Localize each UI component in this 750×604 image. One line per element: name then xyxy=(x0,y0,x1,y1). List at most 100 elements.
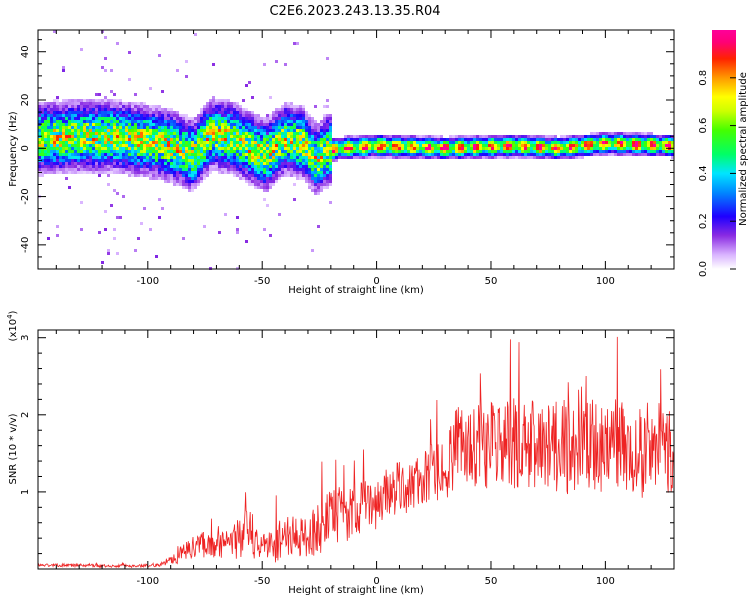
spectrogram-cell xyxy=(551,156,554,159)
spectrogram-cell xyxy=(602,147,605,150)
spectrogram-cell xyxy=(116,132,119,135)
spectrogram-cell xyxy=(200,171,203,174)
spectrogram-cell xyxy=(170,138,173,141)
spectrogram-cell xyxy=(644,138,647,141)
spectrogram-cell xyxy=(71,114,74,117)
spectrogram-cell xyxy=(383,141,386,144)
spectrogram-cell xyxy=(290,171,293,174)
spectrogram-cell xyxy=(230,105,233,108)
spectrogram-cell xyxy=(476,141,479,144)
spectrogram-cell xyxy=(329,201,332,204)
spectrogram-cell xyxy=(620,147,623,150)
spectrogram-cell xyxy=(167,129,170,132)
spectrogram-cell xyxy=(482,138,485,141)
spectrogram-cell xyxy=(524,144,527,147)
spectrogram-cell xyxy=(77,102,80,105)
spectrogram-cell xyxy=(308,123,311,126)
spectrogram-cell xyxy=(329,120,332,123)
spectrogram-cell xyxy=(590,132,593,135)
spectrogram-cell xyxy=(374,138,377,141)
spectrogram-cell xyxy=(134,165,137,168)
spectrogram-cell xyxy=(116,117,119,120)
spectrogram-cell xyxy=(443,156,446,159)
spectrogram-cell xyxy=(290,150,293,153)
spectrogram-cell xyxy=(608,138,611,141)
spectrogram-cell xyxy=(461,144,464,147)
spectrogram-cell xyxy=(95,111,98,114)
spectrogram-cell xyxy=(179,162,182,165)
spectrogram-cell xyxy=(221,132,224,135)
spectrogram-cell xyxy=(524,138,527,141)
spectrogram-cell xyxy=(242,117,245,120)
spectrogram-cell xyxy=(278,165,281,168)
x-tick-label: 50 xyxy=(485,276,498,287)
spectrogram-cell xyxy=(122,147,125,150)
spectrogram-cell xyxy=(431,156,434,159)
spectrogram-cell xyxy=(221,99,224,102)
spectrogram-cell xyxy=(644,147,647,150)
spectrogram-cell xyxy=(428,141,431,144)
spectrogram-cell xyxy=(326,171,329,174)
spectrogram-cell xyxy=(173,117,176,120)
spectrogram-cell xyxy=(302,153,305,156)
spectrogram-cell xyxy=(47,105,50,108)
spectrogram-cell xyxy=(410,135,413,138)
spectrogram-cell xyxy=(296,123,299,126)
spectrogram-cell xyxy=(650,135,653,138)
spectrogram-cell xyxy=(215,165,218,168)
spectrogram-cell xyxy=(317,153,320,156)
spectrogram-cell xyxy=(152,171,155,174)
spectrogram-cell xyxy=(632,144,635,147)
spectrogram-cell xyxy=(188,156,191,159)
spectrogram-cell xyxy=(158,138,161,141)
spectrogram-cell xyxy=(602,135,605,138)
y-tick-label: -20 xyxy=(20,188,31,204)
spectrogram-cell xyxy=(350,135,353,138)
spectrogram-cell xyxy=(113,108,116,111)
spectrogram-cell xyxy=(179,123,182,126)
spectrogram-cell xyxy=(611,147,614,150)
spectrogram-cell xyxy=(506,144,509,147)
x-tick-label: 100 xyxy=(596,276,615,287)
spectrogram-cell xyxy=(230,117,233,120)
spectrogram-cell xyxy=(95,123,98,126)
spectrogram-cell xyxy=(44,123,47,126)
spectrogram-cell xyxy=(272,183,275,186)
spectrogram-cell xyxy=(167,174,170,177)
spectrogram-cell xyxy=(290,138,293,141)
spectrogram-cell xyxy=(326,174,329,177)
spectrogram-cell xyxy=(239,117,242,120)
spectrogram-cell xyxy=(230,168,233,171)
spectrogram-cell xyxy=(197,141,200,144)
spectrogram-cell xyxy=(401,150,404,153)
spectrogram-cell xyxy=(194,129,197,132)
spectrogram-cell xyxy=(308,180,311,183)
spectrogram-cell xyxy=(494,141,497,144)
spectrogram-cell xyxy=(164,159,167,162)
spectrogram-cell xyxy=(503,138,506,141)
spectrogram-cell xyxy=(557,156,560,159)
spectrogram-cell xyxy=(173,132,176,135)
spectrogram-cell xyxy=(92,156,95,159)
spectrogram-cell xyxy=(290,132,293,135)
spectrogram-cell xyxy=(197,138,200,141)
spectrogram-cell xyxy=(146,135,149,138)
spectrogram-cell xyxy=(506,141,509,144)
spectrogram-cell xyxy=(341,150,344,153)
spectrogram-cell xyxy=(257,168,260,171)
spectrogram-cell xyxy=(50,108,53,111)
spectrogram-cell xyxy=(164,132,167,135)
spectrogram-cell xyxy=(128,156,131,159)
spectrogram-cell xyxy=(140,102,143,105)
spectrogram-cell xyxy=(41,165,44,168)
spectrogram-cell xyxy=(383,138,386,141)
spectrogram-cell xyxy=(323,117,326,120)
spectrogram-cell xyxy=(290,123,293,126)
spectrogram-cell xyxy=(80,135,83,138)
spectrogram-cell xyxy=(239,114,242,117)
spectrogram-cell xyxy=(83,120,86,123)
spectrogram-cell xyxy=(293,165,296,168)
spectrogram-cell xyxy=(554,144,557,147)
spectrogram-cell xyxy=(167,114,170,117)
